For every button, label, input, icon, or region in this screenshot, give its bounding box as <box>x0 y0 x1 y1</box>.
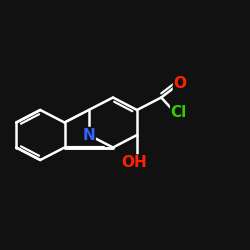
Text: N: N <box>82 128 95 142</box>
Text: Cl: Cl <box>170 105 187 120</box>
Text: OH: OH <box>122 155 148 170</box>
Text: O: O <box>174 76 186 91</box>
